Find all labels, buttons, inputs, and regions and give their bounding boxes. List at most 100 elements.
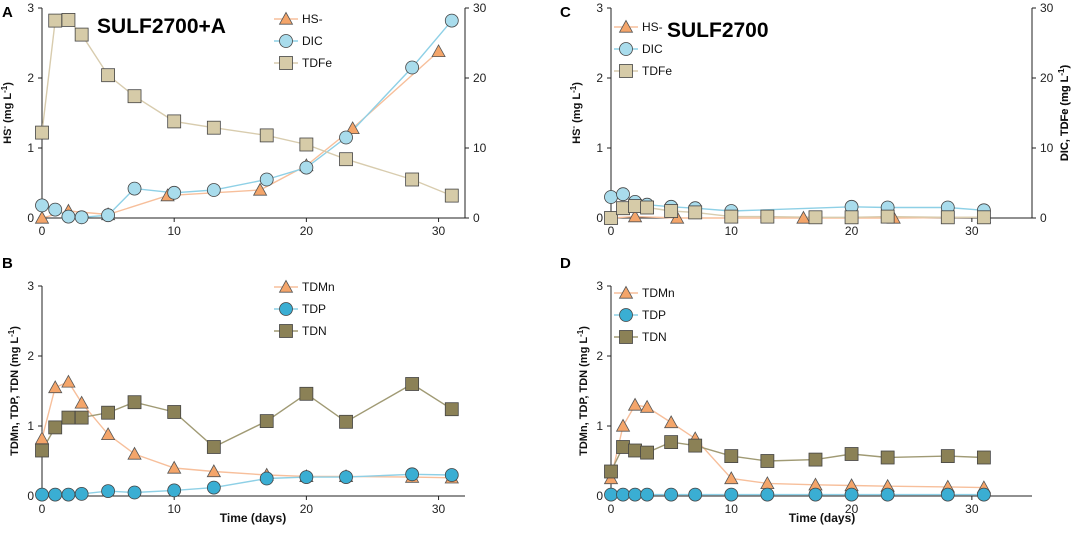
x-tick-label: 20 — [845, 224, 859, 238]
panel-d: 0 10 20 30 0 1 2 3 TDMn, TDP, TDN (mg L-1) Time (… — [560, 255, 1032, 525]
data-point-tdfe — [299, 137, 314, 152]
data-point-hs — [34, 210, 50, 224]
legend-marker-tdp — [619, 308, 633, 322]
data-point-dic — [74, 210, 89, 225]
data-point-tdp — [61, 487, 76, 502]
data-point-tdn — [724, 449, 739, 464]
data-point-tdfe — [48, 13, 63, 28]
data-point-tdfe — [688, 205, 703, 220]
data-point-tdfe — [724, 209, 739, 224]
data-point-hs — [252, 182, 268, 196]
y-tick-label: 2 — [27, 349, 34, 363]
y-tick-label: 3 — [27, 1, 34, 15]
data-point-tdfe — [259, 128, 274, 143]
data-point-tdn — [880, 450, 895, 465]
data-point-tdn — [444, 402, 459, 417]
data-point-tdfe — [35, 125, 49, 140]
data-point-tdp — [206, 480, 221, 495]
panel-title: SULF2700+A — [97, 15, 226, 38]
data-point-tdp — [616, 487, 630, 502]
data-point-tdp — [101, 484, 115, 499]
legend-marker-tdmn — [618, 285, 634, 299]
panel-letter: B — [2, 255, 13, 272]
data-point-tdn — [299, 386, 314, 401]
data-point-tdp — [724, 487, 739, 502]
x-tick-label: 30 — [432, 224, 446, 238]
x-tick-label: 0 — [39, 224, 46, 238]
data-point-dic — [167, 185, 182, 200]
legend: HS- DIC TDFe — [274, 11, 332, 70]
data-point-tdfe — [61, 12, 76, 27]
data-point-tdfe — [127, 89, 142, 104]
data-point-dic — [444, 13, 459, 28]
y-right-tick-label: 0 — [1040, 211, 1047, 225]
data-point-tdp — [405, 467, 420, 482]
data-point-tdp — [127, 485, 142, 500]
data-point-tdn — [35, 443, 49, 458]
data-point-hs — [796, 210, 811, 224]
data-point-tdn — [760, 454, 775, 468]
y-tick-label: 0 — [27, 211, 34, 225]
data-point-tdn — [628, 443, 642, 458]
x-tick-label: 30 — [965, 224, 979, 238]
series-line-tdfe — [41, 19, 453, 197]
y-axis-label-right: DIC, TDFe (mg L-1) — [1057, 64, 1071, 161]
x-tick-label: 20 — [300, 224, 314, 238]
y-tick-label: 2 — [27, 71, 34, 85]
data-point-tdfe — [640, 200, 654, 215]
data-point-tdmn — [127, 446, 142, 460]
y-right-tick-label: 20 — [1040, 71, 1054, 85]
legend-marker-tdp — [279, 302, 293, 316]
data-point-tdn — [74, 410, 89, 425]
data-point-tdn — [339, 414, 353, 429]
y-axis-label-left: TDMn, TDP, TDN (mg L-1) — [7, 326, 21, 456]
data-point-tdn — [405, 377, 420, 391]
data-point-tdmn — [48, 380, 63, 394]
y-tick-label: 3 — [27, 279, 34, 293]
data-point-tdp — [640, 487, 654, 502]
legend-label: TDP — [642, 308, 666, 322]
data-point-dic — [127, 181, 142, 196]
y-right-tick-label: 10 — [1040, 141, 1054, 155]
data-point-tdmn — [61, 374, 76, 388]
legend-marker-tdn — [619, 330, 633, 344]
data-point-tdmn — [627, 397, 643, 411]
legend-marker-tdfe — [279, 56, 293, 70]
legend-marker-dic — [619, 42, 633, 56]
legend-marker-tdmn — [278, 279, 294, 293]
data-point-tdfe — [206, 120, 221, 135]
data-point-hs — [431, 44, 446, 57]
x-tick-label: 10 — [168, 224, 182, 238]
x-tick-label: 30 — [965, 502, 979, 516]
x-tick-label: 20 — [845, 502, 859, 516]
y-right-tick-label: 0 — [473, 211, 480, 225]
data-point-hs — [345, 121, 360, 135]
legend: HS- DIC TDFe — [614, 19, 672, 78]
x-tick-label: 0 — [608, 224, 615, 238]
data-point-tdp — [444, 468, 459, 482]
legend-marker-hs — [278, 11, 294, 25]
y-tick-label: 1 — [596, 141, 603, 155]
legend-label: TDP — [302, 302, 326, 316]
data-point-tdp — [940, 487, 955, 502]
x-tick-label: 0 — [39, 502, 46, 516]
legend-label: TDN — [302, 324, 327, 338]
y-tick-label: 3 — [596, 1, 603, 15]
data-point-tdn — [664, 435, 679, 450]
data-point-tdfe — [167, 114, 182, 129]
data-point-tdfe — [664, 204, 679, 218]
data-point-tdn — [101, 405, 115, 420]
data-point-tdn — [640, 445, 654, 460]
y-right-tick-label: 20 — [473, 71, 487, 85]
y-tick-label: 0 — [596, 211, 603, 225]
data-point-tdmn — [615, 418, 631, 432]
data-point-tdp — [35, 487, 49, 502]
y-tick-label: 3 — [596, 279, 603, 293]
y-axis-label-left: HS- (mg L-1) — [569, 82, 583, 144]
data-point-tdfe — [339, 152, 353, 167]
data-point-tdp — [628, 487, 642, 502]
data-point-tdp — [259, 471, 274, 486]
legend-label: TDN — [642, 330, 667, 344]
y-tick-label: 1 — [27, 419, 34, 433]
